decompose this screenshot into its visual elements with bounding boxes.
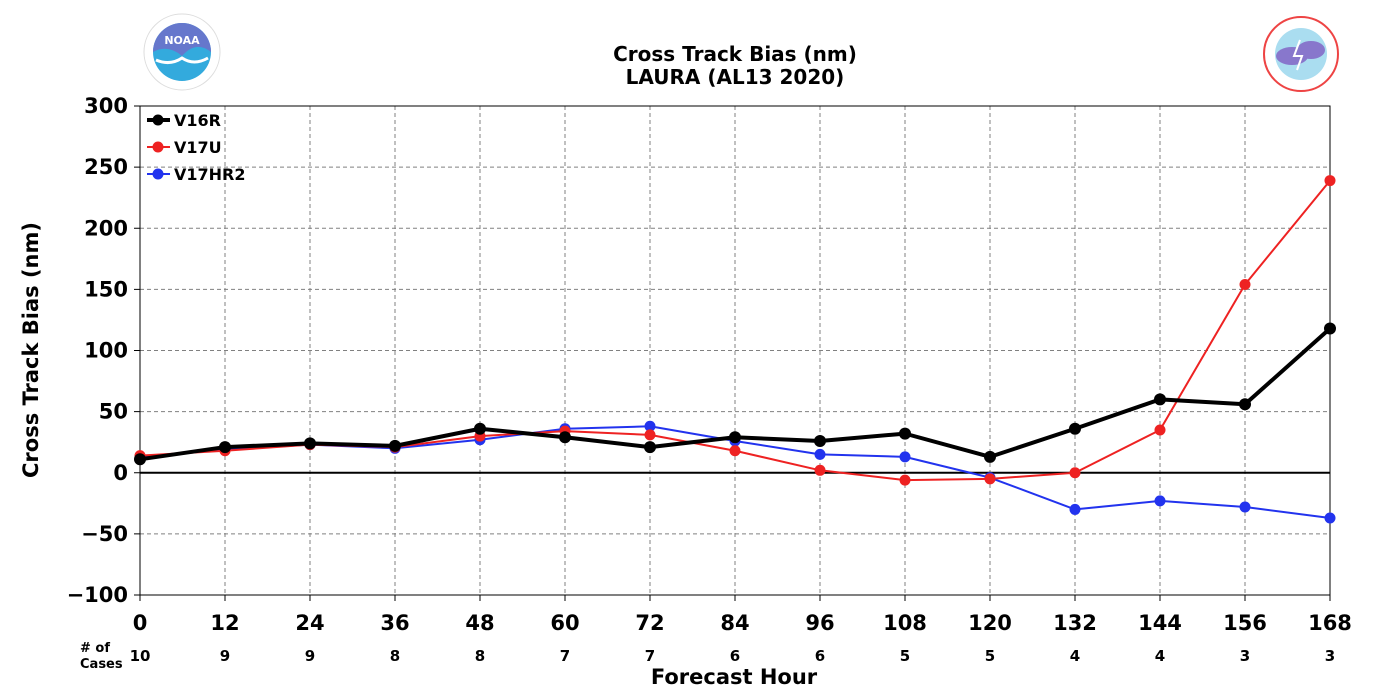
y-tick-label: 250	[84, 155, 128, 179]
grid-layer	[140, 106, 1330, 595]
y-tick-label: 150	[84, 277, 128, 301]
data-point-v17u	[814, 464, 826, 476]
y-tick-label: 50	[99, 400, 128, 424]
x-tick-label: 168	[1308, 611, 1352, 635]
case-count-label: 5	[985, 647, 995, 665]
nws-logo-icon	[1263, 16, 1339, 92]
data-point-v16r	[984, 450, 996, 463]
data-point-v16r	[134, 453, 146, 466]
x-axis-title: Forecast Hour	[651, 665, 818, 689]
cases-label-line2: Cases	[80, 657, 123, 672]
noaa-logo-text: NOAA	[164, 34, 200, 47]
x-tick-label: 0	[133, 611, 148, 635]
case-count-label: 3	[1325, 647, 1335, 665]
case-count-label: 3	[1240, 647, 1250, 665]
data-point-v16r	[389, 439, 401, 452]
series-layer	[134, 175, 1336, 524]
data-point-v17hr2	[1069, 503, 1081, 515]
x-tick-label: 72	[635, 611, 664, 635]
data-point-v16r	[219, 441, 231, 454]
case-count-label: 10	[130, 647, 151, 665]
chart-subtitle: LAURA (AL13 2020)	[626, 65, 845, 89]
data-point-v17u	[644, 429, 656, 441]
case-count-label: 6	[815, 647, 825, 665]
data-point-v17hr2	[1239, 501, 1251, 513]
case-count-label: 5	[900, 647, 910, 665]
legend-label-v17u: V17U	[174, 138, 222, 157]
case-count-label: 8	[390, 647, 400, 665]
x-tick-label: 24	[295, 611, 324, 635]
legend-marker-v16r	[152, 114, 164, 126]
data-point-v16r	[559, 431, 571, 444]
data-point-v17u	[1239, 278, 1251, 290]
data-point-v17hr2	[814, 448, 826, 460]
x-tick-label: 156	[1223, 611, 1267, 635]
case-count-label: 9	[305, 647, 315, 665]
legend: V16R V17U V17HR2	[147, 111, 246, 184]
y-tick-label: −100	[67, 583, 128, 607]
x-tick-label: 120	[968, 611, 1012, 635]
data-point-v17hr2	[899, 451, 911, 463]
x-tick-label: 144	[1138, 611, 1182, 635]
y-tick-label: 300	[84, 94, 128, 118]
data-point-v17u	[729, 445, 741, 457]
legend-label-v17hr2: V17HR2	[174, 165, 246, 184]
data-point-v17hr2	[1324, 512, 1336, 524]
x-tick-label: 12	[210, 611, 239, 635]
data-point-v16r	[1154, 393, 1166, 406]
cases-label-line1: # of	[80, 641, 110, 656]
x-tick-label: 60	[550, 611, 579, 635]
data-point-v17u	[1324, 175, 1336, 187]
legend-label-v16r: V16R	[174, 111, 221, 130]
chart-title: Cross Track Bias (nm)	[613, 42, 857, 66]
data-point-v17u	[899, 474, 911, 486]
x-tick-label: 96	[805, 611, 834, 635]
x-tick-label: 108	[883, 611, 927, 635]
data-point-v17hr2	[644, 420, 656, 432]
data-point-v16r	[304, 437, 316, 450]
x-tick-label: 132	[1053, 611, 1097, 635]
data-point-v16r	[814, 434, 826, 447]
data-point-v16r	[1324, 322, 1336, 335]
x-tick-label: 84	[720, 611, 749, 635]
noaa-logo-icon: NOAA	[143, 13, 221, 91]
data-point-v17u	[984, 473, 996, 485]
y-tick-label: −50	[81, 522, 128, 546]
data-point-v16r	[899, 427, 911, 440]
axis-layer: −100−50050100150200250300010129249368488…	[67, 94, 1352, 665]
case-count-label: 6	[730, 647, 740, 665]
legend-marker-v17u	[152, 141, 164, 153]
case-count-label: 4	[1155, 647, 1165, 665]
data-point-v16r	[729, 431, 741, 444]
y-tick-label: 0	[113, 461, 128, 485]
y-tick-label: 200	[84, 216, 128, 240]
data-point-v17u	[1154, 424, 1166, 436]
case-count-label: 8	[475, 647, 485, 665]
data-point-v17u	[1069, 467, 1081, 479]
legend-marker-v17hr2	[152, 168, 164, 180]
data-point-v16r	[474, 422, 486, 435]
data-point-v17hr2	[1154, 495, 1166, 507]
case-count-label: 7	[645, 647, 655, 665]
x-tick-label: 36	[380, 611, 409, 635]
y-tick-label: 100	[84, 339, 128, 363]
case-count-label: 7	[560, 647, 570, 665]
case-count-label: 4	[1070, 647, 1080, 665]
y-axis-title: Cross Track Bias (nm)	[19, 222, 43, 478]
x-tick-label: 48	[465, 611, 494, 635]
case-count-label: 9	[220, 647, 230, 665]
data-point-v16r	[1069, 422, 1081, 435]
data-point-v16r	[644, 441, 656, 454]
data-point-v16r	[1239, 398, 1251, 411]
